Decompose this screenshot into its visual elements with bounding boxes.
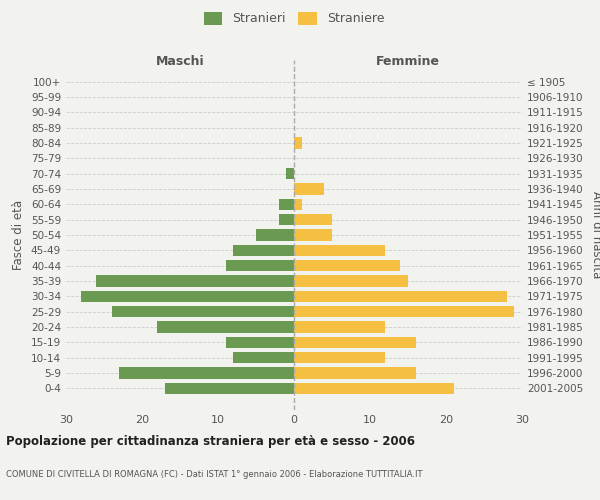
Bar: [165, 382, 294, 394]
Y-axis label: Fasce di età: Fasce di età: [13, 200, 25, 270]
Bar: [294, 306, 514, 318]
Bar: [81, 290, 294, 302]
Bar: [233, 244, 294, 256]
Bar: [119, 368, 294, 379]
Bar: [226, 260, 294, 272]
Bar: [233, 352, 294, 364]
Bar: [294, 322, 385, 333]
Bar: [294, 382, 454, 394]
Bar: [294, 214, 332, 226]
Y-axis label: Anni di nascita: Anni di nascita: [590, 192, 600, 278]
Bar: [294, 336, 416, 348]
Bar: [294, 137, 302, 148]
Bar: [294, 183, 325, 194]
Bar: [294, 368, 416, 379]
Bar: [294, 276, 408, 287]
Bar: [256, 229, 294, 241]
Bar: [286, 168, 294, 179]
Bar: [294, 198, 302, 210]
Bar: [97, 276, 294, 287]
Bar: [157, 322, 294, 333]
Bar: [294, 290, 507, 302]
Bar: [294, 352, 385, 364]
Bar: [226, 336, 294, 348]
Bar: [294, 229, 332, 241]
Bar: [294, 260, 400, 272]
Legend: Stranieri, Straniere: Stranieri, Straniere: [199, 7, 389, 30]
Bar: [112, 306, 294, 318]
Text: Femmine: Femmine: [376, 55, 440, 68]
Text: Maschi: Maschi: [155, 55, 205, 68]
Bar: [279, 214, 294, 226]
Text: Popolazione per cittadinanza straniera per età e sesso - 2006: Popolazione per cittadinanza straniera p…: [6, 435, 415, 448]
Bar: [294, 244, 385, 256]
Text: COMUNE DI CIVITELLA DI ROMAGNA (FC) - Dati ISTAT 1° gennaio 2006 - Elaborazione : COMUNE DI CIVITELLA DI ROMAGNA (FC) - Da…: [6, 470, 422, 479]
Bar: [279, 198, 294, 210]
